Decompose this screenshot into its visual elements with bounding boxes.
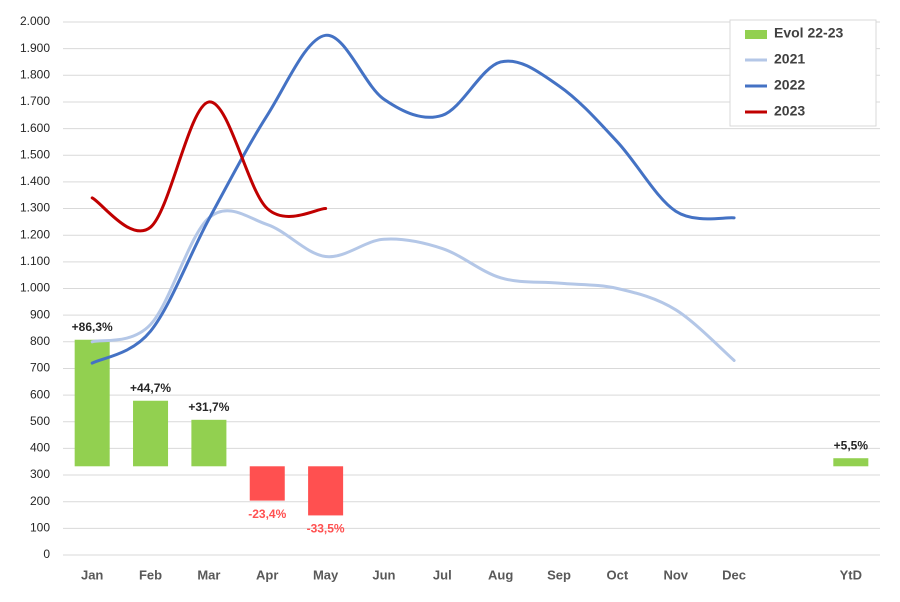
y-tick-label: 1.600 <box>20 121 50 135</box>
legend-label: Evol 22-23 <box>774 25 843 41</box>
x-tick-label: Mar <box>197 567 220 582</box>
y-tick-label: 1.900 <box>20 41 50 55</box>
y-tick-label: 700 <box>30 361 50 375</box>
y-tick-label: 800 <box>30 334 50 348</box>
x-tick-label: Oct <box>607 567 629 582</box>
y-tick-label: 500 <box>30 414 50 428</box>
x-tick-label: YtD <box>840 567 862 582</box>
line <box>90 100 328 233</box>
x-tick-label: Feb <box>139 567 162 582</box>
y-tick-label: 1.700 <box>20 94 50 108</box>
x-tick-label: Sep <box>547 567 571 582</box>
data-label: +31,7% <box>188 400 229 414</box>
data-label: +5,5% <box>834 438 869 452</box>
x-tick-label: Apr <box>256 567 278 582</box>
x-tick-label: Aug <box>488 567 513 582</box>
x-tick-label: Jul <box>433 567 452 582</box>
bar <box>308 466 344 516</box>
data-label: +44,7% <box>130 381 171 395</box>
x-tick-label: Dec <box>722 567 746 582</box>
bar <box>133 400 169 467</box>
y-tick-label: 1.100 <box>20 254 50 268</box>
line <box>90 33 736 365</box>
legend-label: 2021 <box>774 51 805 67</box>
y-tick-label: 1.400 <box>20 174 50 188</box>
legend-label: 2022 <box>774 77 805 93</box>
legend-swatch <box>745 30 767 39</box>
y-tick-label: 200 <box>30 494 50 508</box>
y-tick-label: 100 <box>30 521 50 535</box>
y-tick-label: 1.300 <box>20 201 50 215</box>
y-tick-label: 1.500 <box>20 147 50 161</box>
y-tick-label: 400 <box>30 441 50 455</box>
data-label: +86,3% <box>72 320 113 334</box>
bar <box>191 419 227 467</box>
bar <box>74 339 110 467</box>
x-tick-label: May <box>313 567 339 582</box>
y-tick-label: 1.000 <box>20 281 50 295</box>
x-tick-label: Nov <box>663 567 688 582</box>
legend-label: 2023 <box>774 103 805 119</box>
y-tick-label: 900 <box>30 307 50 321</box>
y-tick-label: 300 <box>30 467 50 481</box>
x-tick-label: Jun <box>372 567 395 582</box>
y-tick-label: 0 <box>43 547 50 561</box>
x-tick-label: Jan <box>81 567 103 582</box>
y-tick-label: 1.800 <box>20 67 50 81</box>
data-label: -23,4% <box>248 507 286 521</box>
y-tick-label: 600 <box>30 387 50 401</box>
line <box>90 209 736 362</box>
y-tick-label: 2.000 <box>20 14 50 28</box>
data-label: -33,5% <box>307 522 345 536</box>
bar <box>249 466 285 501</box>
y-tick-label: 1.200 <box>20 227 50 241</box>
bar <box>833 458 869 467</box>
